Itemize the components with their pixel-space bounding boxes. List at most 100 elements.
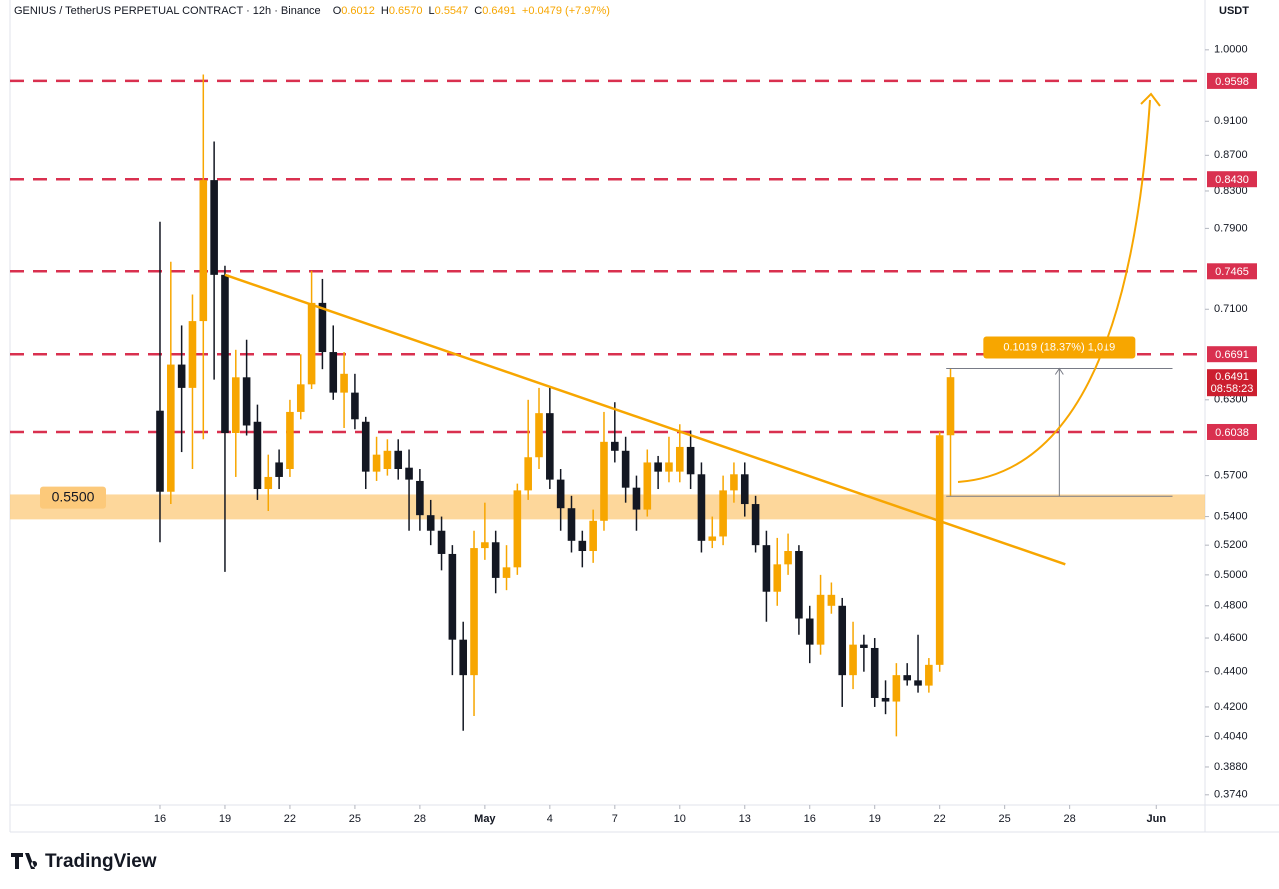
level-label-box — [1207, 346, 1257, 363]
ohlc-value: 0.5547 — [435, 5, 469, 17]
level-label: 0.6691 — [1215, 349, 1249, 361]
candle-body — [199, 180, 208, 322]
level-label: 0.7465 — [1215, 266, 1249, 278]
currency: USDT — [1219, 5, 1249, 17]
candle-body — [394, 450, 403, 470]
candle-body — [881, 697, 890, 702]
candle-body — [621, 450, 630, 488]
y-tick-label: 0.8300 — [1214, 185, 1248, 197]
y-tick-label: 0.5400 — [1214, 510, 1248, 522]
candle-body — [318, 302, 327, 353]
y-tick-label: 0.7100 — [1214, 303, 1248, 315]
x-tick-label: 22 — [284, 813, 296, 825]
candle-body — [654, 462, 662, 472]
candle-body — [827, 594, 836, 606]
candle-body — [481, 542, 489, 549]
candle-body — [351, 392, 359, 420]
ohlc-value: 0.6570 — [389, 5, 423, 17]
candle-body — [946, 377, 955, 436]
y-tick-label: 0.5700 — [1214, 470, 1248, 482]
current-price: 0.6491 — [1215, 371, 1249, 383]
candle-body — [242, 377, 251, 426]
candle-body — [925, 664, 933, 686]
candle-body — [556, 479, 565, 509]
level-label-box — [1207, 423, 1257, 440]
candle-body — [524, 457, 532, 491]
x-tick-label: May — [474, 813, 496, 825]
trendline — [224, 273, 1066, 566]
y-tick-label: 0.5000 — [1214, 569, 1248, 581]
brand-logo: TradingView — [11, 851, 157, 872]
candle-body — [849, 644, 857, 676]
y-tick-label: 0.6300 — [1214, 394, 1248, 406]
level-label: 0.9598 — [1215, 76, 1249, 88]
y-tick-label: 0.4400 — [1214, 666, 1248, 678]
x-tick-label: 25 — [349, 813, 361, 825]
candle-body — [405, 467, 413, 480]
ohlc-key: H — [381, 5, 389, 17]
measure-label: 0.1019 (18.37%) 1,019 — [1003, 341, 1115, 353]
y-tick-label: 0.4600 — [1214, 632, 1248, 644]
candle-body — [426, 515, 435, 531]
candle-body — [578, 540, 587, 552]
candle-body — [751, 504, 760, 546]
ohlc-value: 0.6491 — [482, 5, 516, 17]
y-tick-label: 0.7900 — [1214, 222, 1248, 234]
x-tick-label: 13 — [739, 813, 751, 825]
candle-body — [838, 605, 847, 676]
candle-body — [253, 421, 262, 490]
candle-body — [686, 446, 695, 475]
candle-body — [892, 675, 901, 702]
symbol-title: GENIUS / TetherUS PERPETUAL CONTRACT · 1… — [14, 5, 321, 17]
y-tick-label: 0.4800 — [1214, 600, 1248, 612]
y-tick-label: 0.9100 — [1214, 115, 1248, 127]
x-tick-label: 19 — [219, 813, 231, 825]
candle-body — [210, 180, 218, 275]
y-tick-label: 0.3740 — [1214, 789, 1248, 801]
x-tick-label: 22 — [934, 813, 946, 825]
ohlc-key: C — [474, 5, 482, 17]
candle-body — [708, 536, 717, 541]
countdown: 08:58:23 — [1211, 383, 1254, 395]
candle-body — [177, 364, 186, 388]
candle-body — [870, 647, 879, 698]
plot: 0.5500 0.1019 (18.37%) 1,019 — [10, 74, 1205, 737]
x-tick-label: 7 — [612, 813, 618, 825]
ohlc-value: 0.6012 — [341, 5, 375, 17]
candle-body — [816, 594, 825, 645]
candle-body — [470, 548, 478, 676]
level-label-box — [1207, 171, 1257, 188]
candle-body — [546, 413, 554, 480]
candle-body — [903, 675, 911, 681]
ohlc-key: L — [429, 5, 435, 17]
x-tick-label: 16 — [804, 813, 816, 825]
candle-body — [437, 530, 446, 554]
x-tick-label: 10 — [674, 813, 686, 825]
y-tick-label: 1.0000 — [1214, 44, 1248, 56]
candle-body — [773, 564, 782, 592]
candle-body — [264, 476, 273, 490]
candle-body — [156, 410, 164, 492]
candle-body — [513, 490, 522, 568]
x-tick-label: 25 — [999, 813, 1011, 825]
header: GENIUS / TetherUS PERPETUAL CONTRACT · 1… — [14, 5, 610, 17]
candle-body — [784, 551, 792, 565]
x-tick-label: Jun — [1146, 813, 1166, 825]
measure-arrowhead — [1054, 367, 1064, 375]
candle-body — [286, 411, 294, 470]
projection-arrow — [957, 99, 1151, 483]
candle-body — [611, 441, 619, 451]
level-label: 0.8430 — [1215, 174, 1249, 186]
candle-body — [860, 644, 868, 648]
level-label-box — [1207, 263, 1257, 280]
x-tick-label: 28 — [414, 813, 426, 825]
candle-body — [329, 352, 338, 393]
candle-body — [448, 553, 457, 640]
current-price-box — [1207, 369, 1257, 397]
candle-body — [361, 421, 370, 472]
candle-body — [935, 435, 944, 665]
projection-arrowhead — [1140, 92, 1161, 107]
candle-body — [665, 462, 673, 472]
brand-name: TradingView — [45, 851, 157, 872]
